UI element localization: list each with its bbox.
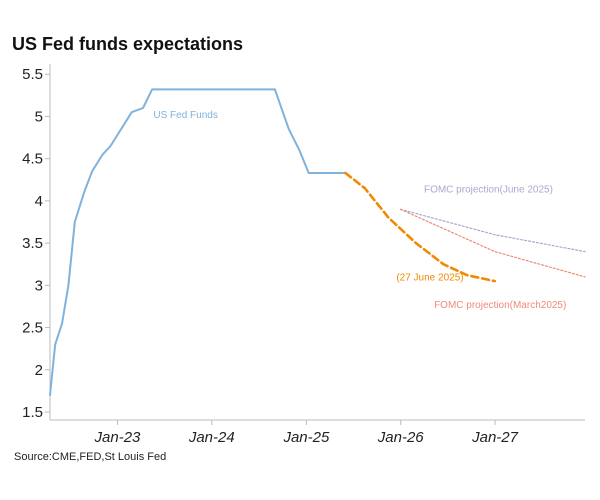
y-tick-label: 5.5 xyxy=(22,66,43,83)
series-fomc-june-line xyxy=(399,208,586,253)
series-annotation: (27 June 2025) xyxy=(396,272,463,283)
series-annotation: US Fed Funds xyxy=(153,110,217,121)
chart-axes xyxy=(49,64,585,421)
series-market-expectation-line xyxy=(344,171,497,283)
x-tick-label: Jan-26 xyxy=(377,429,425,446)
y-tick-label: 4.5 xyxy=(22,151,43,168)
y-tick-label: 2 xyxy=(35,362,43,379)
series-annotation: FOMC projection(June 2025) xyxy=(424,184,553,195)
x-tick-label: Jan-25 xyxy=(282,429,330,446)
series-fed-funds-line xyxy=(49,88,347,397)
y-tick-label: 3.5 xyxy=(22,235,43,252)
series-layer xyxy=(49,88,586,397)
y-axis-ticks: 1.5 2 2.5 3 3.5 4 4.5 5 5.5 xyxy=(22,66,50,421)
x-tick-label: Jan-27 xyxy=(471,429,519,446)
annotation-layer: US Fed Funds FOMC projection(June 2025) (2… xyxy=(153,110,566,311)
x-tick-label: Jan-23 xyxy=(94,429,142,446)
y-tick-label: 1.5 xyxy=(22,404,43,421)
y-tick-label: 2.5 xyxy=(22,320,43,337)
y-tick-label: 3 xyxy=(35,277,43,294)
chart-title: US Fed funds expectations xyxy=(12,34,244,54)
y-tick-label: 5 xyxy=(35,108,43,125)
chart-source: Source:CME,FED,St Louis Fed xyxy=(14,451,167,463)
series-annotation: FOMC projection(March2025) xyxy=(434,300,566,311)
x-tick-label: Jan-24 xyxy=(188,429,235,446)
y-tick-label: 4 xyxy=(35,193,43,210)
x-axis-ticks: Jan-23 Jan-24 Jan-25 Jan-26 Jan-27 xyxy=(94,420,519,446)
series-fomc-march-line xyxy=(399,208,586,278)
